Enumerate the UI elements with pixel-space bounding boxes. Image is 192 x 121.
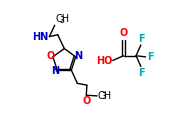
Text: 3: 3 [59,16,64,25]
Text: HO: HO [96,56,112,66]
Text: O: O [119,28,128,38]
Text: F: F [138,34,144,44]
Text: CH: CH [98,91,112,101]
Text: 3: 3 [102,92,107,101]
Text: N: N [74,51,82,61]
Text: CH: CH [55,14,70,24]
Text: O: O [46,51,54,61]
Text: O: O [82,96,90,106]
Text: N: N [51,66,59,76]
Text: F: F [147,52,154,62]
Text: HN: HN [32,32,48,42]
Text: F: F [138,68,144,78]
